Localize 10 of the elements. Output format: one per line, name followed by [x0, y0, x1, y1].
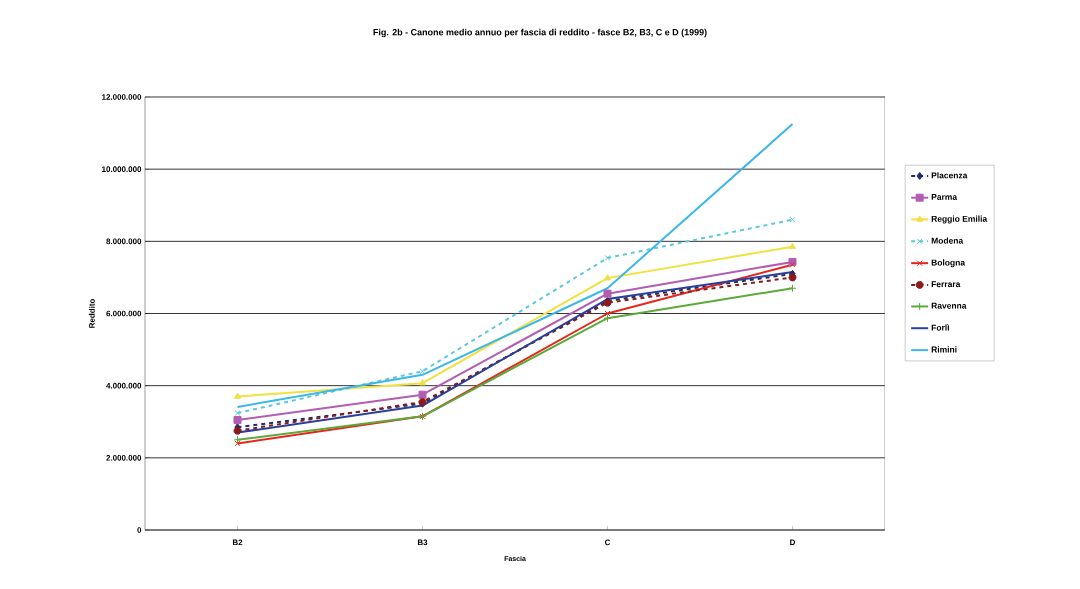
legend-label: Ferrara	[931, 281, 961, 288]
legend-label: Reggio Emilia	[931, 215, 988, 224]
legend-label: Forlì	[931, 324, 949, 331]
legend-label: Bologna	[931, 259, 966, 268]
legend-label: Parma	[931, 194, 958, 200]
legend-label: Ravenna	[931, 302, 967, 309]
legend-label: Modena	[931, 237, 964, 244]
legend-label: Rimini	[931, 346, 957, 353]
legend-label: Placenza	[931, 172, 968, 179]
chart-title: Fig. 2b - Canone medio annuo per fascia di reddito - fasce B2, B3, C e D (1999)	[373, 28, 707, 38]
